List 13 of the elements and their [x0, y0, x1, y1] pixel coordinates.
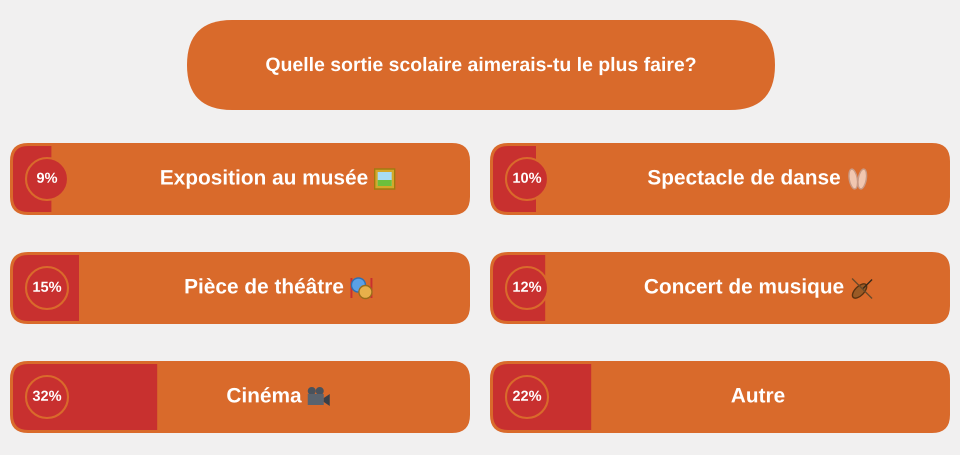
y-tick-label: Cinéma [227, 387, 302, 403]
y-tick-label: Concert de musique [644, 278, 844, 298]
y-tick-label: Autre [731, 388, 784, 403]
data-label: 22% [512, 390, 542, 401]
data-label: 10% [513, 172, 542, 183]
data-label: 15% [33, 282, 62, 292]
chart-title: Quelle sortie scolaire aimerais-tu le plus faire? [266, 56, 696, 76]
data-label: 32% [32, 390, 62, 401]
data-label: 9% [36, 172, 58, 183]
data-label: 12% [513, 282, 542, 292]
y-tick-label: Exposition au musée [161, 169, 368, 189]
y-tick-label: Pièce de théâtre [186, 278, 344, 294]
y-tick-label: Spectacle de danse [648, 169, 840, 189]
